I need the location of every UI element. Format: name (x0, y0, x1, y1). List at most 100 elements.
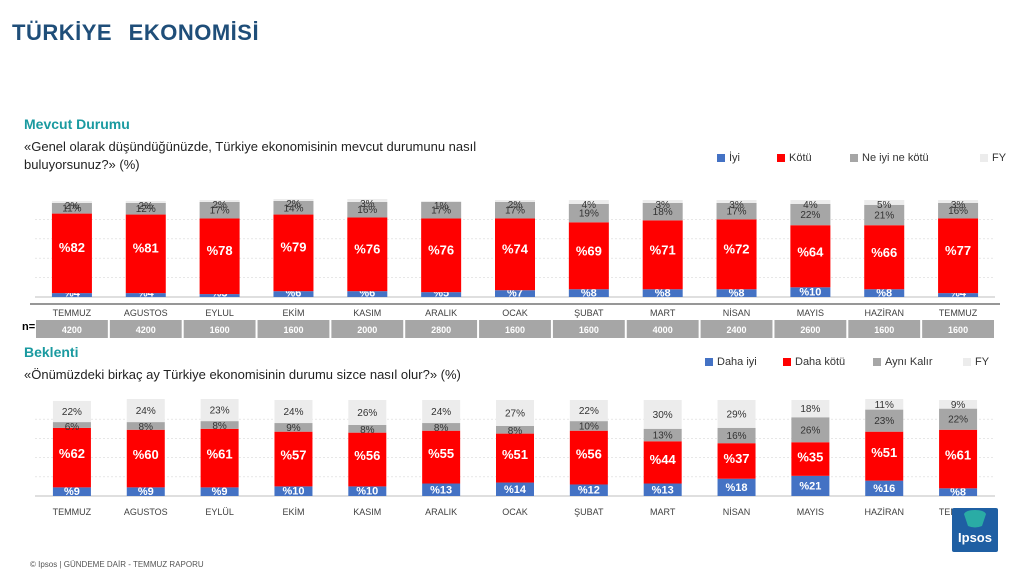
bar-segment-kötü (273, 214, 314, 292)
category-label: ARALIK (425, 308, 457, 318)
bar-segment-kötü (716, 219, 757, 290)
data-label: %57 (280, 448, 306, 463)
question-expectation: «Önümüzdeki birkaç ay Türkiye ekonomisin… (24, 367, 461, 382)
data-label: 11% (62, 204, 81, 215)
bar-segment-daha-kötü (496, 433, 534, 483)
sample-size-value: 1600 (210, 325, 230, 335)
legend-expectation: Daha iyi Daha kötü Aynı Kalır FY (705, 356, 993, 368)
bar-segment-daha-iyi (422, 483, 461, 496)
bar-segment-i̇yi (864, 289, 905, 297)
sample-size-label: n= (22, 321, 36, 333)
bar-segment-aynı-kalır (200, 421, 239, 429)
data-label: %81 (133, 241, 159, 256)
bar-segment-fy (274, 400, 313, 424)
category-label: MART (650, 308, 676, 318)
category-label: HAZİRAN (864, 308, 904, 318)
data-label: 8% (212, 421, 227, 432)
legend-swatch (705, 358, 713, 366)
data-label: %10 (799, 287, 821, 299)
bar-segment-daha-kötü (200, 428, 239, 488)
sample-size-value: 2600 (800, 325, 820, 335)
data-label: 9% (286, 423, 301, 434)
data-label: %13 (652, 484, 674, 496)
sample-size-value: 2800 (431, 325, 451, 335)
section-heading-current: Mevcut Durumu (24, 116, 130, 132)
legend-swatch (850, 154, 858, 162)
data-label: %16 (873, 483, 895, 495)
data-label: 26% (357, 408, 377, 419)
data-label: 24% (136, 406, 156, 417)
bar-segment-kötü (642, 220, 683, 290)
data-label: 2% (212, 200, 227, 211)
bar-segment-aynı-kalır (939, 408, 978, 430)
section-heading-expectation: Beklenti (24, 344, 79, 360)
legend-swatch (783, 358, 791, 366)
data-label: %82 (59, 240, 85, 255)
sample-size-cell (626, 320, 699, 338)
data-label: %55 (428, 446, 454, 461)
bar-segment-fy (348, 400, 387, 425)
bar-segment-daha-iyi (643, 483, 682, 496)
data-label: 26% (800, 425, 820, 436)
category-label: NİSAN (723, 507, 751, 517)
data-label: %10 (356, 486, 378, 498)
bar-segment-daha-iyi (865, 480, 904, 496)
legend-item-better: Daha iyi (705, 356, 783, 368)
data-label: 18% (800, 404, 820, 415)
sample-size-value: 4200 (62, 325, 82, 335)
question-current-line1: «Genel olarak düşündüğünüzde, Türkiye ek… (24, 139, 477, 154)
data-label: %76 (428, 242, 454, 257)
bar-segment-i̇yi (421, 292, 462, 297)
data-label: 3% (655, 200, 670, 211)
bar-segment-ne-iyi-ne-kötü (347, 201, 388, 218)
bar-segment-daha-kötü (643, 441, 682, 484)
data-label: 3% (360, 199, 375, 210)
bar-segment-i̇yi (568, 289, 609, 297)
sample-size-value: 4000 (653, 325, 673, 335)
data-label: 10% (579, 421, 599, 432)
bar-segment-daha-kötü (274, 431, 313, 487)
data-label: 24% (283, 407, 303, 418)
data-label: 6% (65, 422, 80, 433)
bar-segment-ne-iyi-ne-kötü (790, 203, 831, 226)
sample-size-cell (479, 320, 551, 338)
sample-size-cell (700, 320, 773, 338)
category-label: EYLUL (205, 308, 234, 318)
data-label: 3% (951, 200, 966, 211)
bar-segment-daha-iyi (569, 484, 608, 496)
data-label: 17% (727, 207, 747, 218)
page-title: TÜRKİYE EKONOMİSİ (12, 20, 260, 45)
bar-segment-ne-iyi-ne-kötü (938, 202, 979, 219)
data-label: %74 (502, 242, 529, 257)
bar-segment-daha-iyi (348, 486, 387, 496)
legend-label: FY (992, 152, 1007, 164)
bar-segment-fy (200, 399, 239, 422)
data-label: %76 (354, 241, 380, 256)
legend-swatch (873, 358, 881, 366)
sample-size-value: 1600 (874, 325, 894, 335)
data-label: 13% (653, 431, 673, 442)
question-current-line2: buluyorsunuz?» (%) (24, 157, 140, 172)
bar-segment-i̇yi (790, 287, 831, 297)
data-label: 1% (434, 201, 449, 212)
data-label: %56 (354, 448, 380, 463)
sample-size-value: 1600 (948, 325, 968, 335)
bar-segment-fy (126, 399, 165, 423)
data-label: 23% (210, 406, 230, 417)
data-label: %14 (504, 484, 527, 496)
category-label: MART (650, 507, 676, 517)
category-label: TEMMUZ (53, 507, 92, 517)
category-label: ŞUBAT (574, 308, 604, 318)
bar-segment-i̇yi (495, 290, 535, 297)
bar-segment-fy (568, 200, 609, 204)
data-label: 8% (139, 422, 154, 433)
category-label: EYLÜL (205, 507, 234, 517)
data-label: 16% (727, 431, 747, 442)
legend-item-neutral: Ne iyi ne kötü (850, 152, 980, 164)
data-label: 3% (729, 200, 744, 211)
logo-text: Ipsos (958, 530, 992, 545)
data-label: 2% (508, 200, 523, 211)
category-label: MAYIS (797, 308, 824, 318)
data-label: 24% (431, 407, 451, 418)
